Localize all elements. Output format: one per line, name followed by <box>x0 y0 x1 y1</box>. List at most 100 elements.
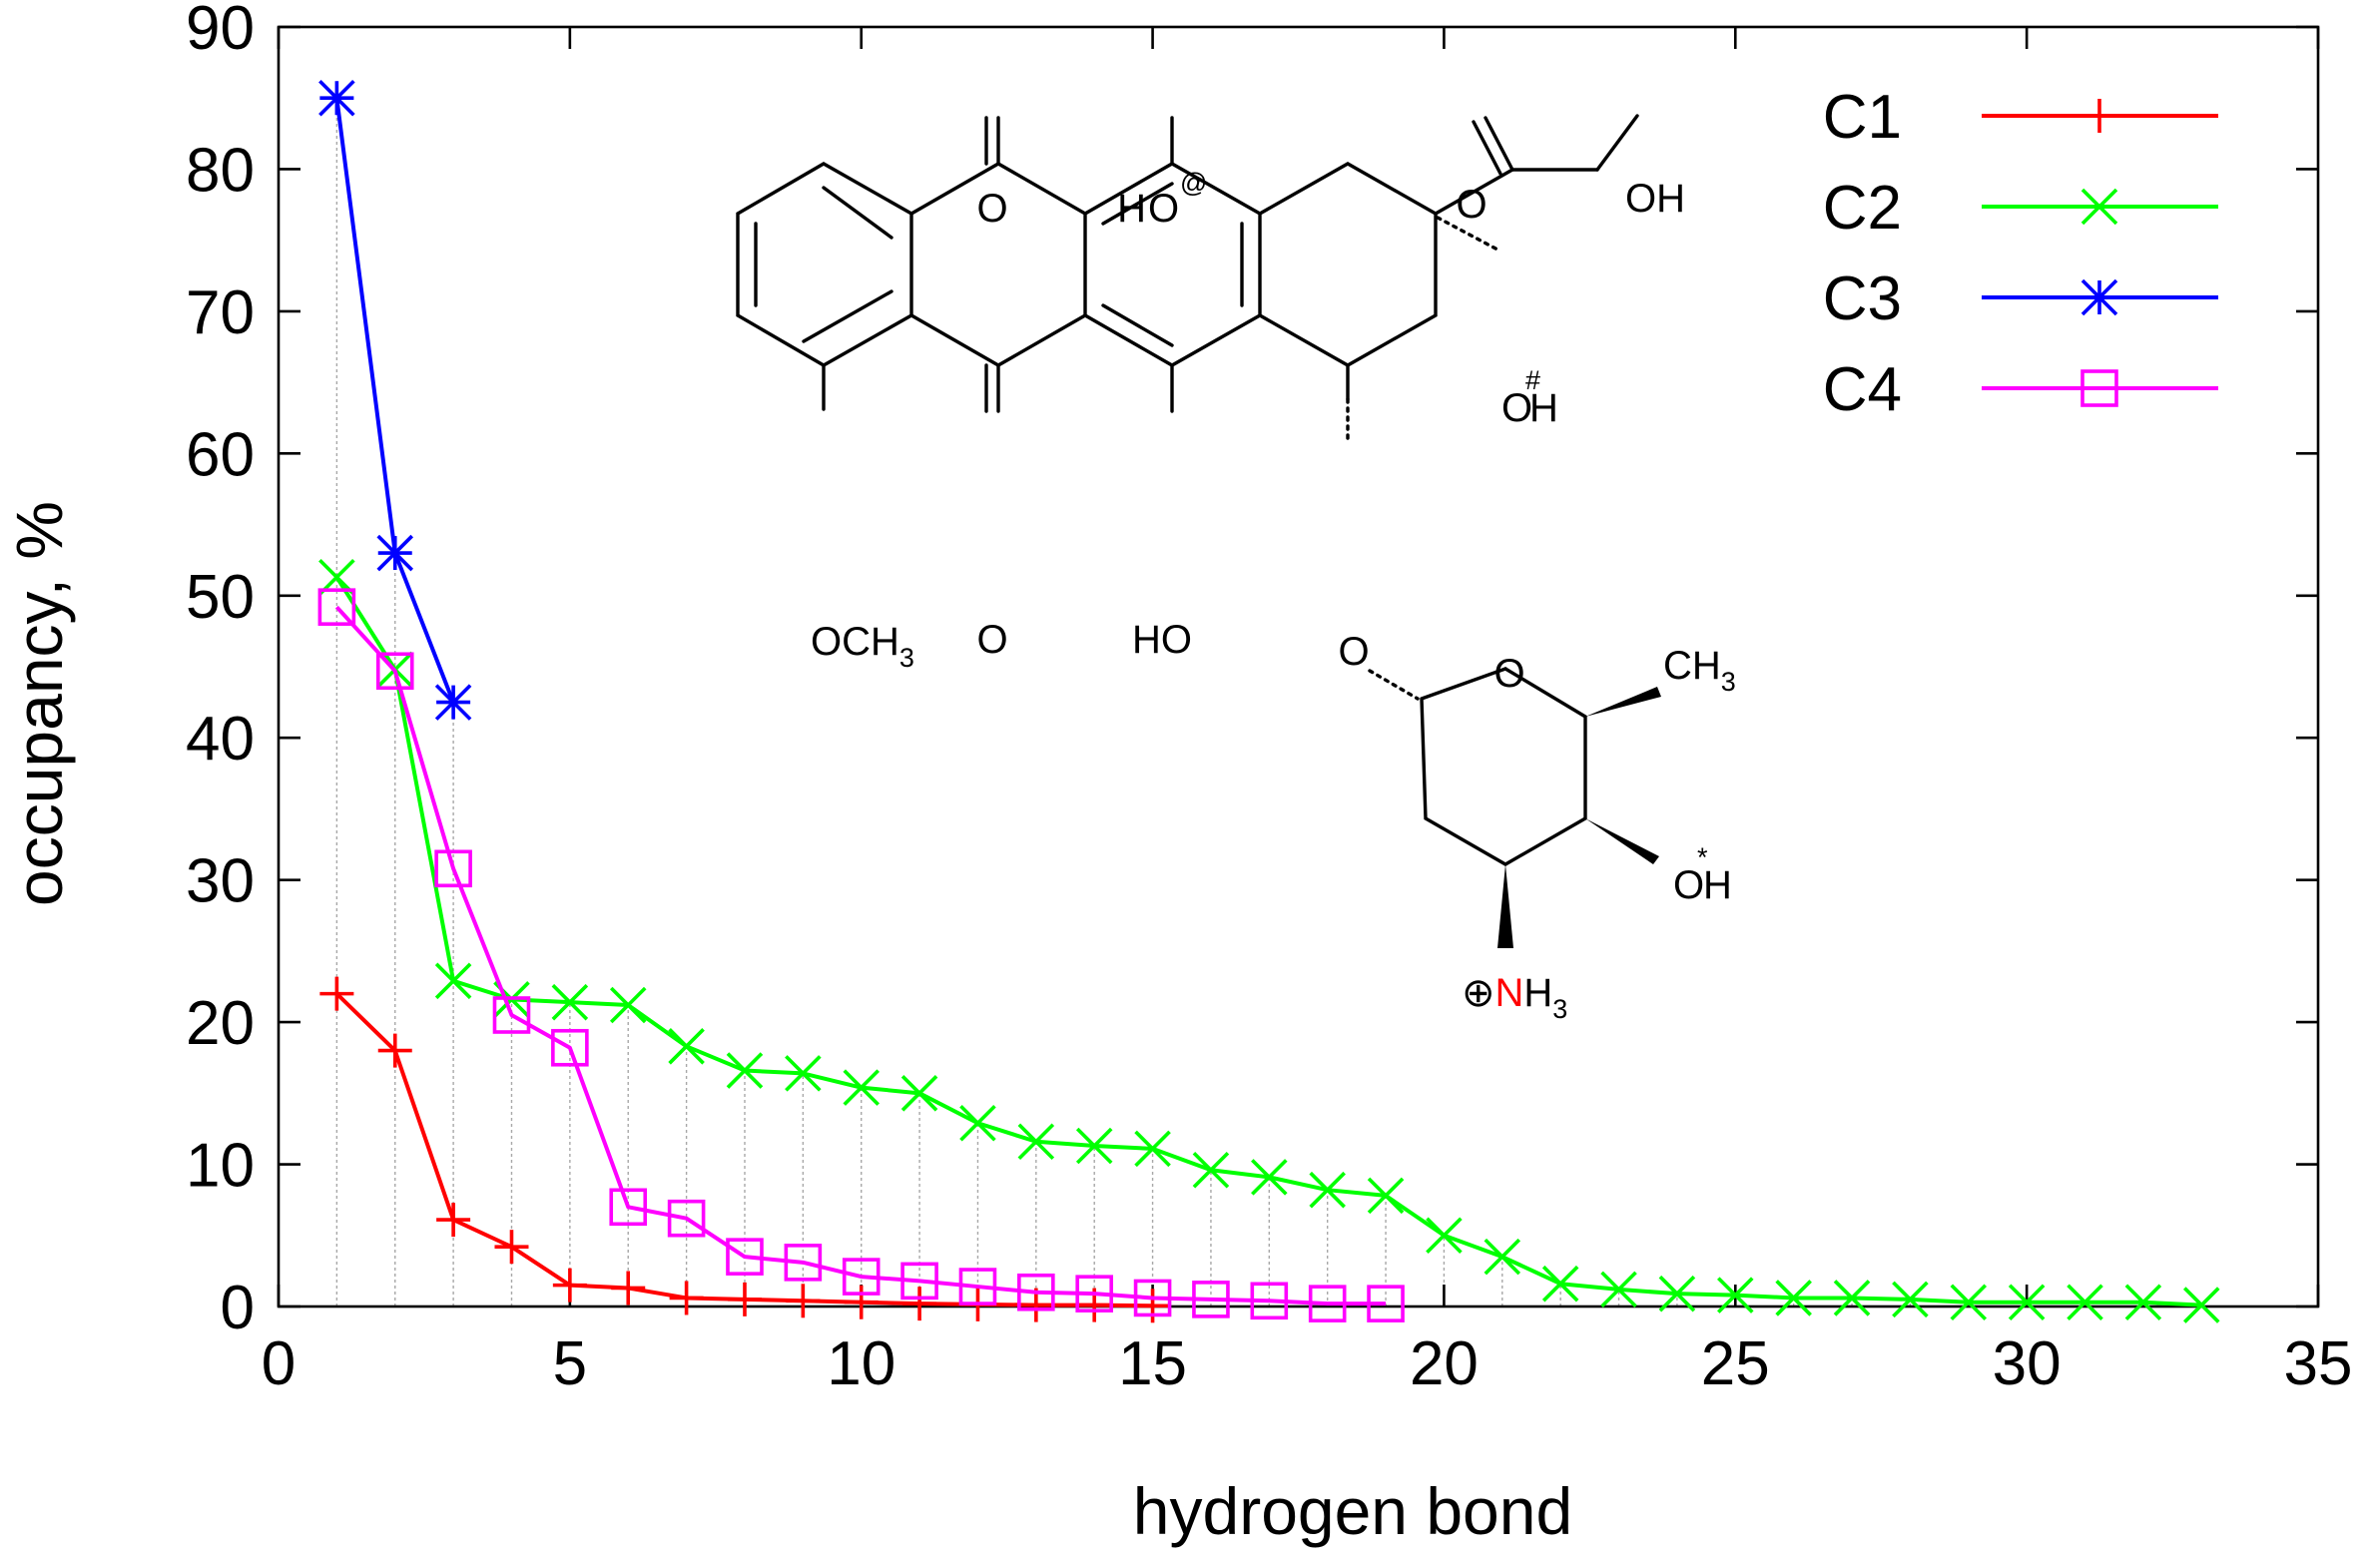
label-ho-top-oxygen: O <box>1148 187 1179 231</box>
data-point-c4 <box>551 1028 589 1067</box>
data-point-c2 <box>1484 1238 1521 1276</box>
data-point-c4 <box>609 1188 648 1227</box>
x-axis-ticks: 0 5 10 15 20 25 30 35 <box>262 27 2352 1398</box>
data-point-c4 <box>1308 1285 1347 1322</box>
data-point-c1 <box>902 1287 937 1321</box>
label-ketone-bottom: O <box>976 618 1007 662</box>
data-point-c4 <box>375 652 414 691</box>
x-tick-label: 25 <box>1701 1329 1770 1398</box>
legend-label-c2: C2 <box>1823 174 1902 243</box>
label-ho-top: H <box>1117 187 1146 231</box>
data-point-c2 <box>2067 1284 2103 1320</box>
data-point-c2 <box>785 1055 822 1092</box>
plot-border <box>277 25 2320 1308</box>
legend-marker-c4 <box>2080 369 2118 407</box>
data-point-c4 <box>900 1262 938 1301</box>
data-point-c2 <box>1251 1159 1288 1196</box>
y-tick-label: 30 <box>186 847 255 916</box>
y-tick-label: 90 <box>186 0 255 63</box>
y-tick-label: 50 <box>186 563 255 632</box>
legend: C1 C2 C3 C4 <box>1823 83 2218 424</box>
label-sugar-oh-h: H <box>1703 863 1732 907</box>
data-point-c2 <box>1600 1271 1637 1308</box>
y-tick-label: 40 <box>186 705 255 774</box>
label-sugar-ring-o: O <box>1493 652 1524 696</box>
series-c3 <box>318 79 472 721</box>
data-point-c1 <box>319 976 354 1011</box>
label-sugar-oh: O <box>1673 863 1704 907</box>
label-ho-top-mark: @ <box>1180 168 1207 198</box>
y-tick-label: 80 <box>186 136 255 205</box>
data-point-c2 <box>843 1069 880 1106</box>
y-axis-ticks: 0 10 20 30 40 50 60 70 80 90 <box>186 0 2318 1342</box>
data-point-c1 <box>552 1268 587 1303</box>
series-c2 <box>318 558 2220 1323</box>
y-tick-label: 20 <box>186 989 255 1058</box>
data-point-c1 <box>844 1285 879 1319</box>
x-tick-label: 15 <box>1118 1329 1187 1398</box>
data-point-c2 <box>2182 1287 2220 1323</box>
data-point-c4 <box>1017 1273 1055 1311</box>
data-point-c2 <box>1192 1151 1230 1189</box>
series-line-c4 <box>334 605 1387 1307</box>
data-point-c2 <box>1367 1177 1405 1215</box>
data-point-c2 <box>1541 1265 1579 1303</box>
legend-label-c3: C3 <box>1823 264 1902 333</box>
label-side-oh: OH <box>1625 177 1685 221</box>
data-point-c4 <box>317 588 356 626</box>
data-point-c2 <box>1658 1275 1696 1312</box>
data-point-c4 <box>1192 1281 1230 1318</box>
data-point-c2 <box>1309 1171 1346 1209</box>
x-tick-label: 0 <box>262 1329 296 1398</box>
label-glycosidic-o: O <box>1338 630 1369 674</box>
data-point-c1 <box>786 1284 821 1318</box>
data-point-c2 <box>1717 1277 1754 1313</box>
label-och3: OCH3 <box>811 620 914 673</box>
legend-label-c1: C1 <box>1823 83 1902 152</box>
data-point-c2 <box>1075 1127 1113 1165</box>
label-ring-oh-mark: # <box>1525 365 1540 395</box>
data-point-c4 <box>492 996 531 1034</box>
y-tick-label: 70 <box>186 278 255 347</box>
data-point-c2 <box>434 962 472 1000</box>
data-point-c2 <box>1017 1123 1055 1161</box>
y-tick-label: 0 <box>221 1274 255 1342</box>
data-point-c4 <box>784 1244 823 1282</box>
legend-marker-c1 <box>2082 99 2116 133</box>
data-point-c1 <box>669 1281 704 1315</box>
data-point-c2 <box>726 1052 764 1089</box>
data-point-c4 <box>842 1258 881 1296</box>
x-tick-label: 30 <box>1993 1329 2062 1398</box>
label-ho-bottom: HO <box>1132 618 1192 662</box>
data-point-c4 <box>1133 1279 1172 1317</box>
y-tick-label: 10 <box>186 1132 255 1201</box>
series-layer <box>317 79 2220 1323</box>
data-point-c1 <box>1135 1289 1170 1323</box>
data-point-c2 <box>551 983 589 1021</box>
data-point-c3 <box>318 79 355 117</box>
impulse-grid <box>335 98 2202 1307</box>
y-axis-title: occupancy, % <box>2 501 76 906</box>
data-point-c2 <box>2008 1284 2046 1320</box>
data-point-c1 <box>436 1203 471 1238</box>
x-tick-label: 20 <box>1410 1329 1479 1398</box>
label-amine: ⊕NH3 <box>1462 971 1567 1024</box>
label-ring-oh: O <box>1501 386 1532 430</box>
data-point-c1 <box>611 1271 646 1306</box>
legend-label-c4: C4 <box>1823 355 1902 424</box>
doxorubicin-structure: O O H O @ HO OCH3 O OH O # H O O CH3 O *… <box>736 114 1736 1024</box>
x-axis-title: hydrogen bond <box>1133 1474 1572 1548</box>
legend-marker-c2 <box>2080 188 2118 226</box>
plot-frame <box>277 25 2320 1308</box>
label-ketone-top: O <box>976 187 1007 231</box>
data-point-c3 <box>376 534 414 572</box>
legend-marker-c3 <box>2080 278 2118 316</box>
data-point-c4 <box>958 1268 997 1306</box>
data-point-c2 <box>2124 1284 2162 1320</box>
data-point-c2 <box>1426 1217 1463 1255</box>
data-point-c3 <box>434 684 472 721</box>
data-point-c2 <box>1833 1280 1871 1316</box>
data-point-c2 <box>1892 1281 1929 1318</box>
molecule-bonds <box>736 114 1661 948</box>
data-point-c4 <box>1075 1275 1113 1312</box>
